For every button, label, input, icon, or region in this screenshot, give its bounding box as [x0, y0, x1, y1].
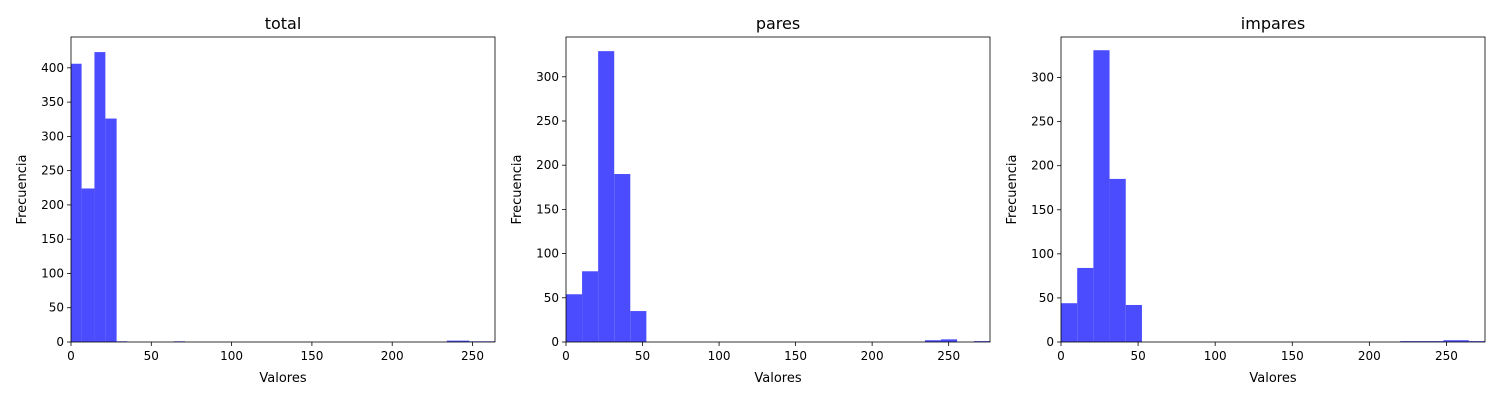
x-tick-label: 250	[1435, 349, 1458, 363]
x-tick-label: 50	[635, 349, 650, 363]
histogram-bar	[614, 174, 631, 342]
subplot-impares: 0 50 100 150 200 250 0 50 100 150 200 250 300 impares…	[1005, 14, 1486, 386]
y-tick-label: 250	[1031, 115, 1054, 129]
x-tick-label: 150	[1281, 349, 1304, 363]
x-tick-label: 150	[784, 349, 807, 363]
x-axis-label: Valores	[1249, 371, 1296, 386]
y-tick-label: 0	[551, 335, 559, 349]
histogram-bar	[973, 341, 990, 342]
x-tick-label: 0	[67, 349, 75, 363]
axes-frame	[70, 36, 496, 343]
histogram-bar	[446, 340, 470, 342]
y-tick-label: 50	[544, 291, 559, 305]
axes-frame	[1060, 36, 1486, 343]
y-tick-label: 250	[536, 114, 559, 128]
x-tick-label: 250	[937, 349, 960, 363]
chart-title: pares	[756, 14, 800, 33]
y-tick-label: 400	[41, 61, 64, 75]
x-axis-label: Valores	[754, 371, 801, 386]
y-tick-label: 150	[41, 232, 64, 246]
y-tick-label: 150	[1031, 203, 1054, 217]
histogram-bar	[924, 340, 942, 342]
y-tick-label: 200	[1031, 159, 1054, 173]
y-tick-label: 200	[41, 198, 64, 212]
histogram-bar	[1109, 178, 1126, 342]
subplot-pares: 0 50 100 150 200 250 0 50 100 150 200 250 300 pares Va…	[510, 14, 991, 386]
y-tick-label: 300	[536, 70, 559, 84]
y-tick-label: 300	[1031, 71, 1054, 85]
y-tick-label: 100	[41, 266, 64, 280]
histogram-bar	[630, 311, 647, 342]
axes-frame	[565, 36, 991, 343]
x-tick-label: 100	[708, 349, 731, 363]
histogram-bar	[598, 51, 615, 342]
x-tick-label: 200	[861, 349, 884, 363]
x-tick-label: 0	[1057, 349, 1065, 363]
y-tick-label: 0	[56, 335, 64, 349]
y-tick-label: 0	[1046, 335, 1054, 349]
y-axis-label: Frecuencia	[15, 155, 30, 225]
y-axis-label: Frecuencia	[1005, 155, 1020, 225]
histogram-bar	[81, 188, 95, 342]
histogram-bar	[94, 52, 106, 343]
histogram-bar	[105, 118, 117, 342]
histogram-bar	[582, 271, 599, 342]
histogram-bar	[1125, 304, 1142, 342]
histogram-bar	[1468, 341, 1485, 342]
y-tick-label: 50	[49, 301, 64, 315]
x-tick-label: 50	[144, 349, 159, 363]
chart-title: total	[265, 14, 302, 33]
histogram-bar	[1077, 267, 1094, 342]
histogram-bar	[1400, 341, 1444, 342]
histogram-bar	[941, 339, 958, 342]
y-tick-label: 250	[41, 164, 64, 178]
y-tick-label: 300	[41, 129, 64, 143]
x-tick-label: 250	[461, 349, 484, 363]
histogram-bar	[1443, 340, 1469, 342]
x-tick-label: 200	[1358, 349, 1381, 363]
chart-title: impares	[1241, 14, 1305, 33]
histogram-bar	[71, 63, 82, 342]
y-axis-label: Frecuencia	[510, 155, 525, 225]
y-tick-label: 200	[536, 158, 559, 172]
y-tick-label: 100	[1031, 247, 1054, 261]
x-axis-label: Valores	[259, 371, 306, 386]
x-tick-label: 0	[562, 349, 570, 363]
x-tick-label: 100	[220, 349, 243, 363]
histogram-bar	[1061, 303, 1078, 342]
x-tick-label: 200	[381, 349, 404, 363]
x-tick-label: 150	[300, 349, 323, 363]
x-tick-label: 100	[1204, 349, 1227, 363]
y-tick-label: 150	[536, 202, 559, 216]
subplot-total: 0 50 100 150 200 250 0 50 100 150 200 250 300 350 400 t…	[15, 14, 496, 386]
y-tick-label: 50	[1039, 291, 1054, 305]
x-tick-label: 50	[1130, 349, 1145, 363]
y-tick-label: 100	[536, 247, 559, 261]
histogram-bar	[566, 294, 583, 342]
histogram-bar	[1093, 50, 1110, 343]
y-tick-label: 350	[41, 95, 64, 109]
